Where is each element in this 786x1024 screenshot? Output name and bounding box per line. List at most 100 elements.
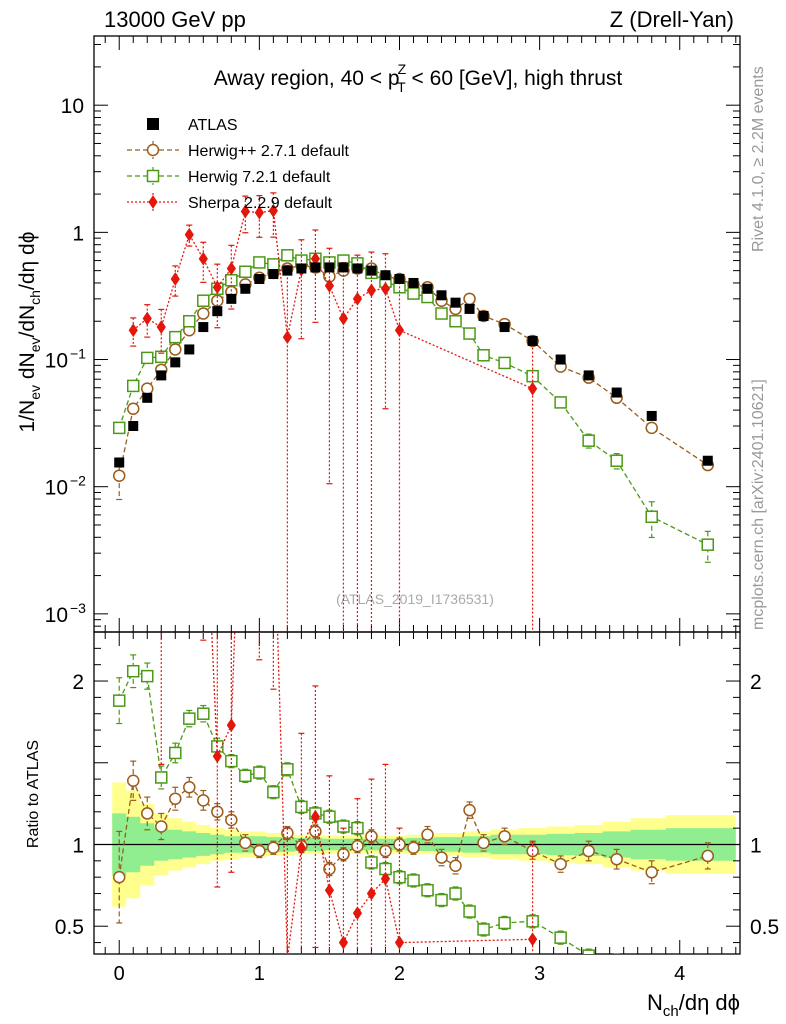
herwig7-ratio-point	[702, 966, 713, 977]
herwig7-point	[183, 314, 196, 328]
atlas-data-point	[240, 283, 251, 294]
herwigpp-ratio-point	[169, 792, 182, 805]
herwigpp-ratio-point	[407, 841, 420, 855]
atlas-data-point	[142, 392, 153, 403]
herwigpp-ratio-point	[140, 807, 154, 820]
ratio-y-axis-label: Ratio to ATLAS	[25, 740, 42, 848]
ratio-series	[112, 338, 715, 977]
atlas-data-point	[268, 269, 279, 280]
sherpa-ratio-point	[286, 952, 289, 954]
legend: ATLAS Herwig++ 2.7.1 default Herwig 7.2.1 …	[127, 117, 350, 212]
y-label-sub2: ev	[27, 337, 43, 352]
atlas-data-point	[583, 370, 594, 381]
title-post: < 60 [GeV], high thrust	[406, 67, 623, 90]
sherpa-ratio-point	[394, 935, 405, 950]
herwigpp-ratio-point	[645, 866, 658, 879]
herwig7-point	[281, 249, 294, 262]
legend-label: Herwig++ 2.7.1 default	[188, 143, 350, 160]
sherpa-ratio-point	[226, 718, 236, 733]
legend-label: ATLAS	[188, 117, 238, 134]
sherpa-point	[324, 278, 335, 293]
herwigpp-point	[645, 421, 658, 435]
sherpa-ratio-point	[269, 487, 277, 499]
atlas-data-point	[170, 357, 181, 368]
herwigpp-point	[126, 402, 140, 416]
herwig7-ratio-point	[554, 931, 567, 944]
atlas-data-point	[702, 455, 713, 466]
herwigpp-ratio-point	[435, 851, 448, 864]
sherpa-point	[184, 227, 194, 242]
herwig7-ratio-point	[435, 893, 448, 907]
herwigpp-ratio-point	[211, 805, 224, 819]
y-label-sub1: ev	[27, 385, 43, 400]
herwig7-ratio-line	[118, 670, 588, 954]
herwigpp-ratio-point	[610, 852, 623, 866]
herwig7-ratio-point	[582, 949, 595, 954]
atlas-data-point	[555, 354, 566, 365]
herwig7-ratio-point	[239, 769, 252, 783]
herwig7-point	[169, 330, 182, 344]
atlas-data-point	[212, 306, 223, 317]
sherpa-ratio-point	[199, 438, 207, 450]
sherpa-ratio-point	[380, 871, 391, 886]
sherpa-ratio-point	[212, 749, 222, 764]
sherpa-point	[528, 381, 538, 396]
mcplots-label: mcplots.cern.ch [arXiv:2401.10621]	[750, 379, 767, 630]
herwigpp-ratio-point	[379, 844, 392, 858]
main-series	[112, 192, 715, 632]
atlas-data-point	[611, 387, 622, 398]
herwigpp-ratio-point	[463, 803, 476, 817]
ratio-tick-label-right: 2	[750, 671, 762, 694]
herwigpp-ratio-point	[701, 849, 715, 863]
herwig7-ratio-point	[477, 923, 490, 936]
herwig7-ratio-point	[281, 763, 294, 776]
sherpa-ratio-point	[528, 932, 538, 947]
x-tick-label: 2	[394, 963, 405, 985]
herwig7-ratio-point	[449, 887, 462, 900]
herwig7-ratio-point	[267, 785, 280, 799]
herwigpp-ratio-point	[554, 857, 567, 871]
atlas-data-point	[450, 297, 461, 308]
ratio-tick-label-right: 1	[750, 834, 762, 857]
energy-label: 13000 GeV pp	[104, 7, 246, 32]
sherpa-point	[156, 320, 166, 334]
herwig7-point	[554, 396, 567, 409]
analysis-id-watermark: (ATLAS_2019_I1736531)	[336, 591, 494, 607]
sherpa-ratio-point	[366, 886, 377, 901]
title-subscript: T	[397, 79, 406, 95]
herwig7-point	[449, 314, 462, 328]
atlas-data-point	[408, 277, 419, 288]
herwigpp-point	[112, 469, 126, 482]
atlas-data-point	[114, 457, 125, 468]
sherpa-point	[254, 205, 264, 220]
sherpa-ratio-point	[157, 611, 165, 623]
sherpa-ratio-point	[241, 338, 249, 350]
herwig7-ratio-point	[498, 916, 511, 930]
herwig7-point	[225, 274, 238, 287]
title-superscript: Z	[398, 61, 407, 77]
sherpa-ratio-point	[310, 809, 321, 824]
sherpa-point	[338, 311, 349, 326]
herwig7-ratio-point	[253, 766, 266, 779]
atlas-data-point	[282, 265, 293, 276]
herwig7-line	[118, 254, 709, 546]
herwig7-point	[253, 256, 266, 269]
legend-marker	[148, 195, 158, 209]
sherpa-point	[352, 291, 363, 306]
herwigpp-point	[197, 307, 210, 320]
sherpa-ratio-point	[352, 906, 363, 921]
atlas-data-point	[464, 303, 475, 314]
herwig7-point	[610, 454, 623, 467]
atlas-data-point	[366, 265, 377, 276]
x-axis-label: Nch/dη dϕ	[647, 990, 740, 1020]
herwig7-point	[112, 421, 126, 435]
atlas-data-point	[422, 283, 433, 294]
sherpa-point	[282, 330, 292, 345]
herwig7-point	[407, 287, 420, 300]
y-tick-exponent: −2	[70, 473, 86, 489]
legend-label: Herwig 7.2.1 default	[188, 169, 331, 186]
x-label-sub: ch	[663, 1003, 679, 1020]
sherpa-ratio-point	[338, 935, 349, 950]
herwig7-ratio-point	[169, 746, 182, 760]
herwig7-point	[645, 510, 658, 524]
